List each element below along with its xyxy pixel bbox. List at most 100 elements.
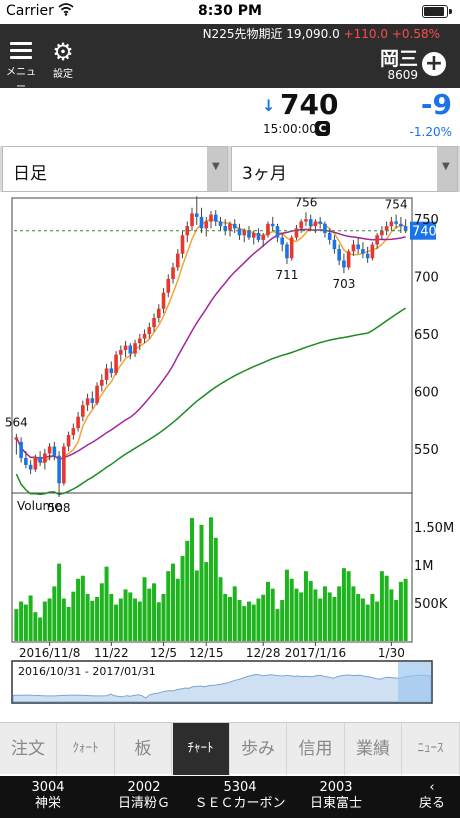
volume-bar (294, 588, 299, 641)
volume-bar (365, 604, 370, 641)
volume-bar (375, 601, 380, 641)
app-header: メニュー ⚙ 設定 N225先物期近 19,090.0 +110.0 +0.58… (0, 24, 460, 93)
volume-title: Volume (17, 499, 62, 513)
history-name: 日清粉Ｇ (117, 796, 170, 811)
candle (323, 223, 327, 233)
volume-bar (299, 592, 304, 641)
candle (266, 223, 270, 236)
back-button[interactable]: ‹ 戻る (404, 776, 460, 818)
volume-bar (156, 602, 161, 641)
price-axis-tick: 650 (414, 328, 439, 343)
candle (52, 446, 57, 456)
volume-bar (38, 617, 43, 641)
volume-axis-tick: 500K (414, 597, 448, 612)
volume-bar (318, 598, 323, 641)
candle (199, 216, 204, 229)
candle (251, 232, 256, 238)
tab-0[interactable]: 注文 (0, 723, 57, 775)
volume-bar (166, 571, 171, 641)
history-bar: ‹ 戻る 3004 神栄 2002 日清粉Ｇ 5304 ＳＥＣカーボン 2003 日東富士 (0, 776, 460, 818)
history-name: ＳＥＣカーボン (194, 796, 286, 811)
volume-bar (66, 606, 71, 641)
history-item[interactable]: 5304 ＳＥＣカーボン (192, 780, 288, 812)
candle (109, 368, 114, 374)
volume-bar (57, 563, 62, 641)
candle (190, 213, 194, 227)
date-axis-tick: 1/30 (378, 646, 405, 660)
candle (33, 456, 38, 470)
period-type-select[interactable]: 日足 ▼ (2, 146, 228, 192)
tab-1[interactable]: ｸｫｰﾄ (58, 723, 115, 775)
volume-bar (256, 598, 261, 641)
ticker-value: 19,090.0 (286, 27, 340, 41)
chart-area[interactable]: 740 564 508 770 756 711 703 754 750 700 650 600 55… (0, 179, 460, 722)
carrier-label: Carrier (6, 3, 54, 19)
close-badge: C (315, 121, 330, 136)
wifi-icon (58, 2, 74, 20)
tab-3[interactable]: ﾁｬｰﾄ (172, 723, 230, 775)
stock-chart[interactable]: 740 564 508 770 756 711 703 754 750 700 650 600 55… (0, 179, 460, 722)
settings-button[interactable]: ⚙ 設定 (48, 40, 78, 80)
volume-bar (90, 600, 95, 641)
stock-code: 8609 (387, 68, 418, 82)
history-item[interactable]: 2003 日東富士 (288, 780, 384, 812)
price-annotation: 564 (5, 416, 28, 430)
tab-7[interactable]: ﾆｭｰｽ (403, 723, 460, 775)
period-type-value: 日足 (13, 164, 47, 184)
tab-4[interactable]: 歩み (230, 723, 287, 775)
date-axis-tick: 12/28 (246, 646, 281, 660)
hamburger-icon (10, 42, 32, 59)
menu-button[interactable]: メニュー (6, 42, 36, 93)
tab-2[interactable]: 板 (115, 723, 172, 775)
candle (223, 226, 228, 231)
history-item[interactable]: 3004 神栄 (0, 780, 96, 812)
candle (85, 398, 90, 406)
battery-icon (422, 5, 452, 18)
candle (237, 228, 242, 236)
tab-5[interactable]: 信用 (288, 723, 345, 775)
volume-bar (71, 591, 76, 641)
gear-icon: ⚙ (52, 38, 74, 66)
volume-bar (303, 571, 308, 641)
candle (308, 219, 313, 227)
candle (332, 239, 337, 250)
volume-bar (190, 518, 195, 641)
volume-bar (42, 601, 47, 641)
candle (147, 327, 152, 335)
candle (209, 214, 213, 222)
add-icon[interactable]: + (422, 52, 446, 76)
dropdown-arrow-icon: ▼ (442, 161, 450, 172)
price-change-pct: -1.20% (409, 125, 452, 139)
volume-bar (322, 586, 327, 641)
volume-bar (109, 593, 114, 641)
candle (57, 455, 61, 484)
price-axis-tick: 600 (414, 385, 439, 400)
candle (213, 214, 218, 222)
candle (66, 435, 71, 447)
price-axis-tick: 750 (414, 213, 439, 228)
candle (123, 345, 128, 351)
history-item[interactable]: 2002 日清粉Ｇ (96, 780, 192, 812)
candle (180, 235, 185, 254)
ma-mid-line (15, 228, 406, 460)
down-arrow-icon: ↓ (262, 96, 276, 115)
volume-bar (180, 556, 185, 641)
navigator-window[interactable] (398, 662, 431, 702)
candle (356, 244, 360, 250)
candle (228, 223, 232, 231)
dropdown-arrow-icon: ▼ (212, 161, 220, 172)
volume-bar (114, 604, 119, 641)
quote-time: 15:00:00 (263, 122, 317, 136)
candle (327, 232, 332, 240)
tab-6[interactable]: 業績 (345, 723, 402, 775)
candle (24, 458, 28, 465)
price-change: -9 (420, 88, 452, 121)
volume-bar (99, 583, 104, 641)
volume-bar (142, 577, 147, 641)
range-select[interactable]: 3ヶ月 ▼ (231, 146, 458, 192)
candle (361, 249, 365, 254)
ticker-name: N225先物期近 (202, 27, 283, 41)
price-annotation: 703 (332, 277, 355, 291)
candle (76, 416, 80, 429)
volume-bar (80, 575, 85, 641)
